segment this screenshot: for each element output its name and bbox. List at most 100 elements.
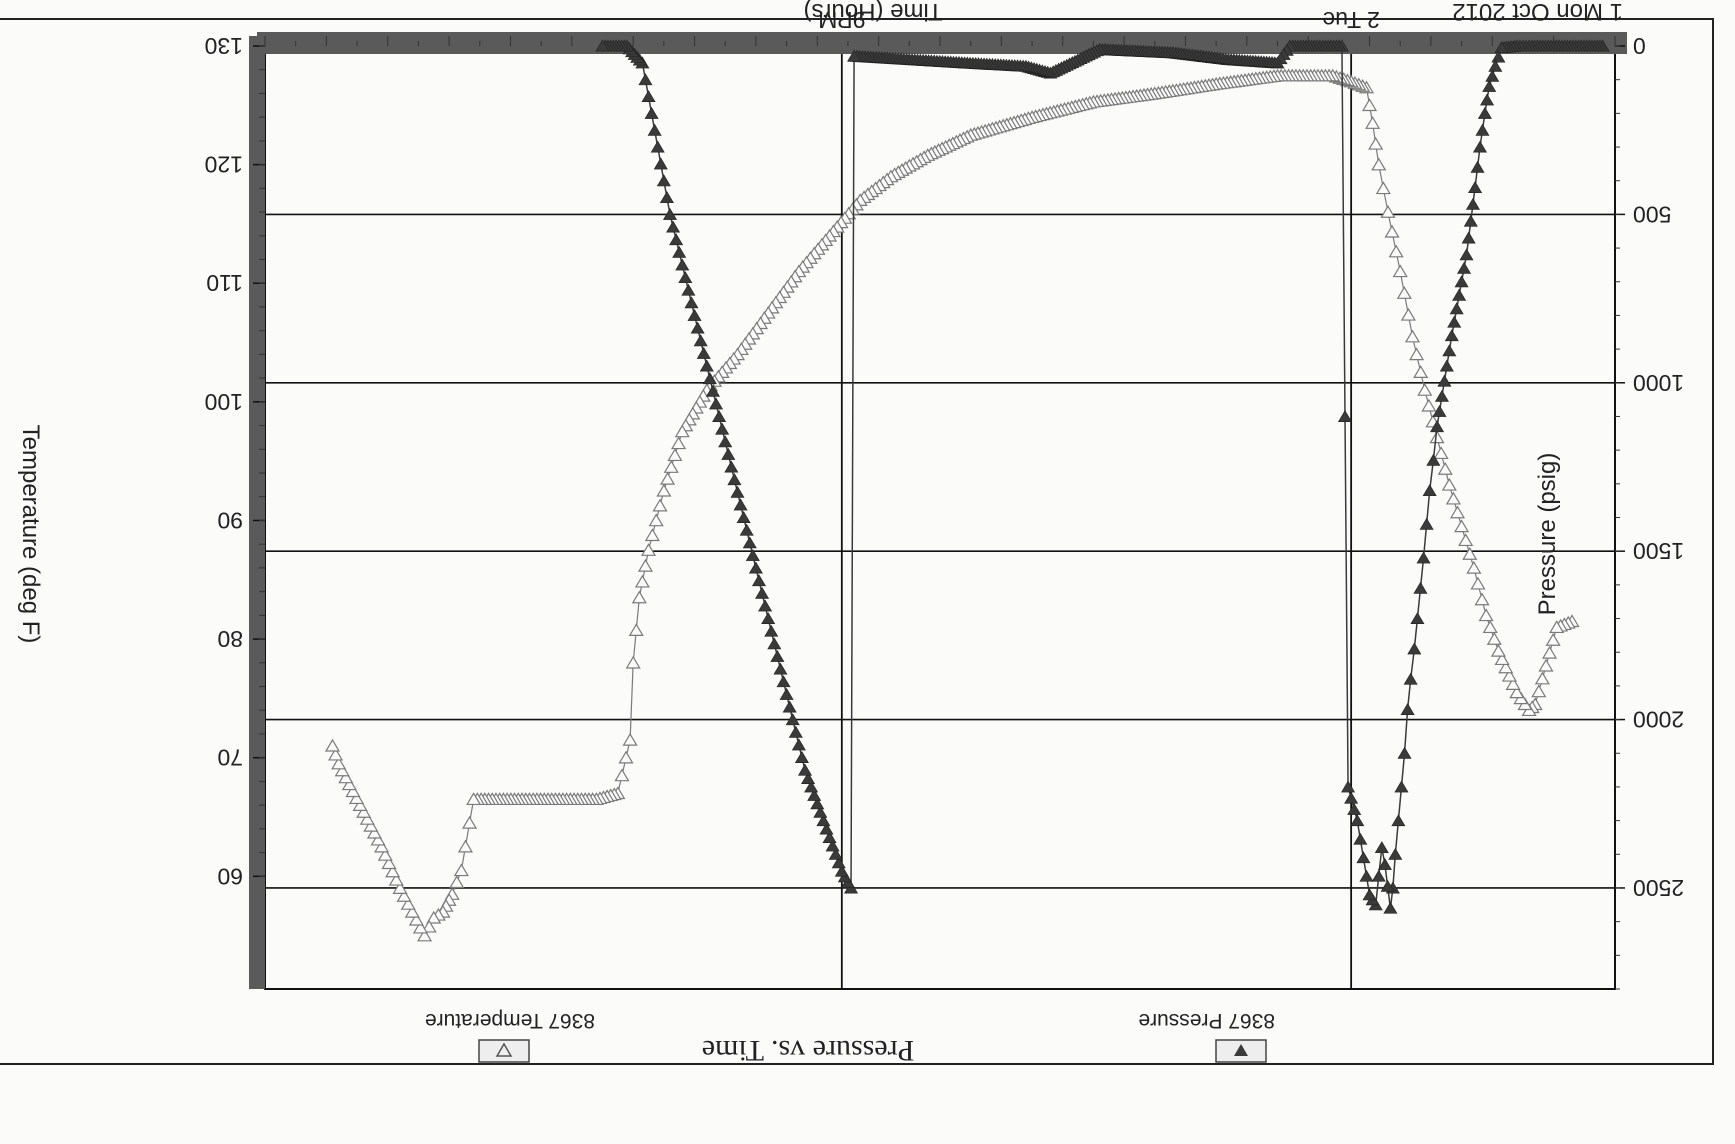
pressure-point [712, 410, 727, 422]
pressure-point [727, 473, 742, 486]
temperature-point [1396, 286, 1412, 299]
pressure-point [1470, 160, 1485, 173]
pressure-point [641, 90, 656, 103]
temperature-point [1534, 671, 1550, 685]
temperature-point [412, 920, 428, 934]
pressure-point [797, 763, 813, 776]
pressure-point [715, 422, 730, 435]
temperature-point [640, 543, 657, 556]
pressure-point [1350, 814, 1365, 827]
pressure-point [739, 523, 754, 536]
pressure-point [656, 174, 671, 187]
pressure-point [742, 536, 757, 549]
temperature-point [388, 872, 404, 886]
pressure-point [1477, 106, 1492, 119]
temperature-point [634, 574, 650, 588]
pressure-point [650, 140, 665, 153]
temperature-point [328, 747, 344, 761]
temperature-point [334, 763, 350, 777]
temperature-tick-label: 60 [217, 863, 243, 889]
temperature-point [1541, 645, 1558, 659]
temperature-point [400, 896, 416, 910]
pressure-point [788, 725, 803, 738]
temperature-point [404, 904, 420, 918]
temperature-point [1449, 505, 1466, 519]
temperature-point [1441, 477, 1457, 491]
temperature-point [1545, 633, 1561, 646]
temperature-point [1392, 264, 1408, 278]
temperature-point [1458, 533, 1474, 547]
temperature-point [674, 424, 690, 438]
temperature-point [408, 912, 424, 926]
pressure-point [767, 637, 782, 650]
temperature-point [381, 856, 397, 870]
pressure-point [782, 700, 797, 713]
temperature-point [1365, 116, 1381, 129]
temperature-point [628, 623, 644, 636]
pressure-point [702, 372, 717, 385]
pressure-point [794, 751, 809, 763]
pressure-point [825, 839, 840, 852]
pressure-baseline-band [257, 32, 1627, 54]
temperature-point [331, 756, 347, 770]
legend-pressure-marker-icon [1234, 1044, 1248, 1056]
temperature-point [1501, 668, 1518, 682]
pressure-point [1472, 140, 1488, 153]
temperature-point [1505, 677, 1521, 690]
temperature-point [457, 839, 473, 853]
pressure-point [1416, 551, 1431, 564]
temperature-point [1478, 608, 1494, 622]
pressure-point [1410, 612, 1425, 625]
temperature-point [421, 919, 437, 933]
temperature-point [671, 436, 687, 450]
pressure-point [828, 847, 843, 860]
temperature-point [667, 448, 683, 462]
pressure-point [595, 39, 610, 52]
pressure-point [1454, 275, 1469, 288]
pressure-point [1459, 248, 1474, 261]
temperature-point [392, 881, 408, 894]
temperature-point [1388, 244, 1404, 258]
temperature-point [352, 798, 368, 811]
pressure-point [1480, 93, 1495, 106]
temperature-point [1509, 685, 1525, 699]
temperature-point [363, 818, 379, 832]
pressure-point [669, 233, 684, 246]
pressure-point [696, 346, 711, 359]
temperature-point [359, 811, 375, 825]
temperature-point [1538, 658, 1554, 672]
temperature-point [1421, 398, 1437, 412]
pressure-axis-title: Pressure (psig) [1534, 453, 1561, 616]
pressure-point [1442, 344, 1457, 357]
pressure-point [1449, 302, 1464, 315]
pressure-point [1383, 901, 1398, 914]
right-frame-band [249, 36, 265, 989]
pressure-point [1391, 814, 1406, 827]
temperature-point [644, 528, 660, 542]
pressure-point [1422, 484, 1437, 497]
temperature-point [345, 784, 361, 798]
temperature-axis-title: Temperature (deg F) [17, 425, 44, 644]
pressure-point [1468, 181, 1483, 193]
temperature-point [1429, 430, 1445, 444]
temperature-point [1437, 462, 1453, 475]
pressure-point [721, 447, 736, 460]
pressure-point [776, 675, 791, 688]
pressure-point [718, 435, 733, 448]
temperature-point [1404, 329, 1421, 343]
temperature-point [1384, 224, 1400, 238]
temperature-point [426, 910, 442, 924]
pressure-point [659, 191, 674, 204]
pressure-point [662, 207, 678, 220]
pressure-point [644, 106, 659, 119]
pressure-point [1439, 359, 1454, 372]
temperature-point [1482, 620, 1498, 634]
temperature-tick-label: 100 [205, 389, 243, 415]
pressure-point [675, 258, 690, 271]
pressure-point [1356, 851, 1371, 864]
pressure-point [1362, 888, 1377, 901]
temperature-point [370, 832, 386, 846]
temperature-point [1380, 205, 1396, 218]
pressure-point [822, 831, 837, 843]
